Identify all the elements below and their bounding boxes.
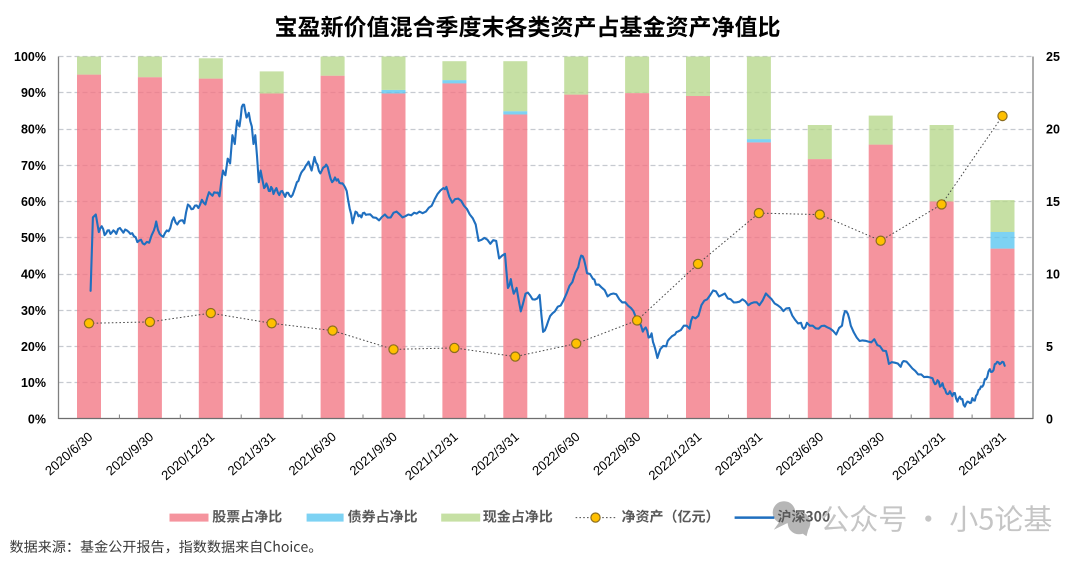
svg-text:0%: 0%: [28, 413, 46, 427]
svg-text:20: 20: [1046, 123, 1060, 137]
svg-text:90%: 90%: [21, 86, 46, 100]
svg-text:60%: 60%: [21, 195, 46, 209]
svg-text:20%: 20%: [21, 340, 46, 354]
svg-text:15: 15: [1046, 195, 1060, 209]
svg-text:10%: 10%: [21, 376, 46, 390]
svg-text:25: 25: [1046, 50, 1060, 64]
svg-text:50%: 50%: [21, 231, 46, 245]
svg-text:70%: 70%: [21, 159, 46, 173]
svg-text:80%: 80%: [21, 123, 46, 137]
svg-text:100%: 100%: [14, 50, 46, 64]
svg-text:30%: 30%: [21, 304, 46, 318]
svg-text:40%: 40%: [21, 268, 46, 282]
svg-text:10: 10: [1046, 268, 1060, 282]
svg-text:5: 5: [1046, 340, 1053, 354]
svg-text:0: 0: [1046, 413, 1053, 427]
